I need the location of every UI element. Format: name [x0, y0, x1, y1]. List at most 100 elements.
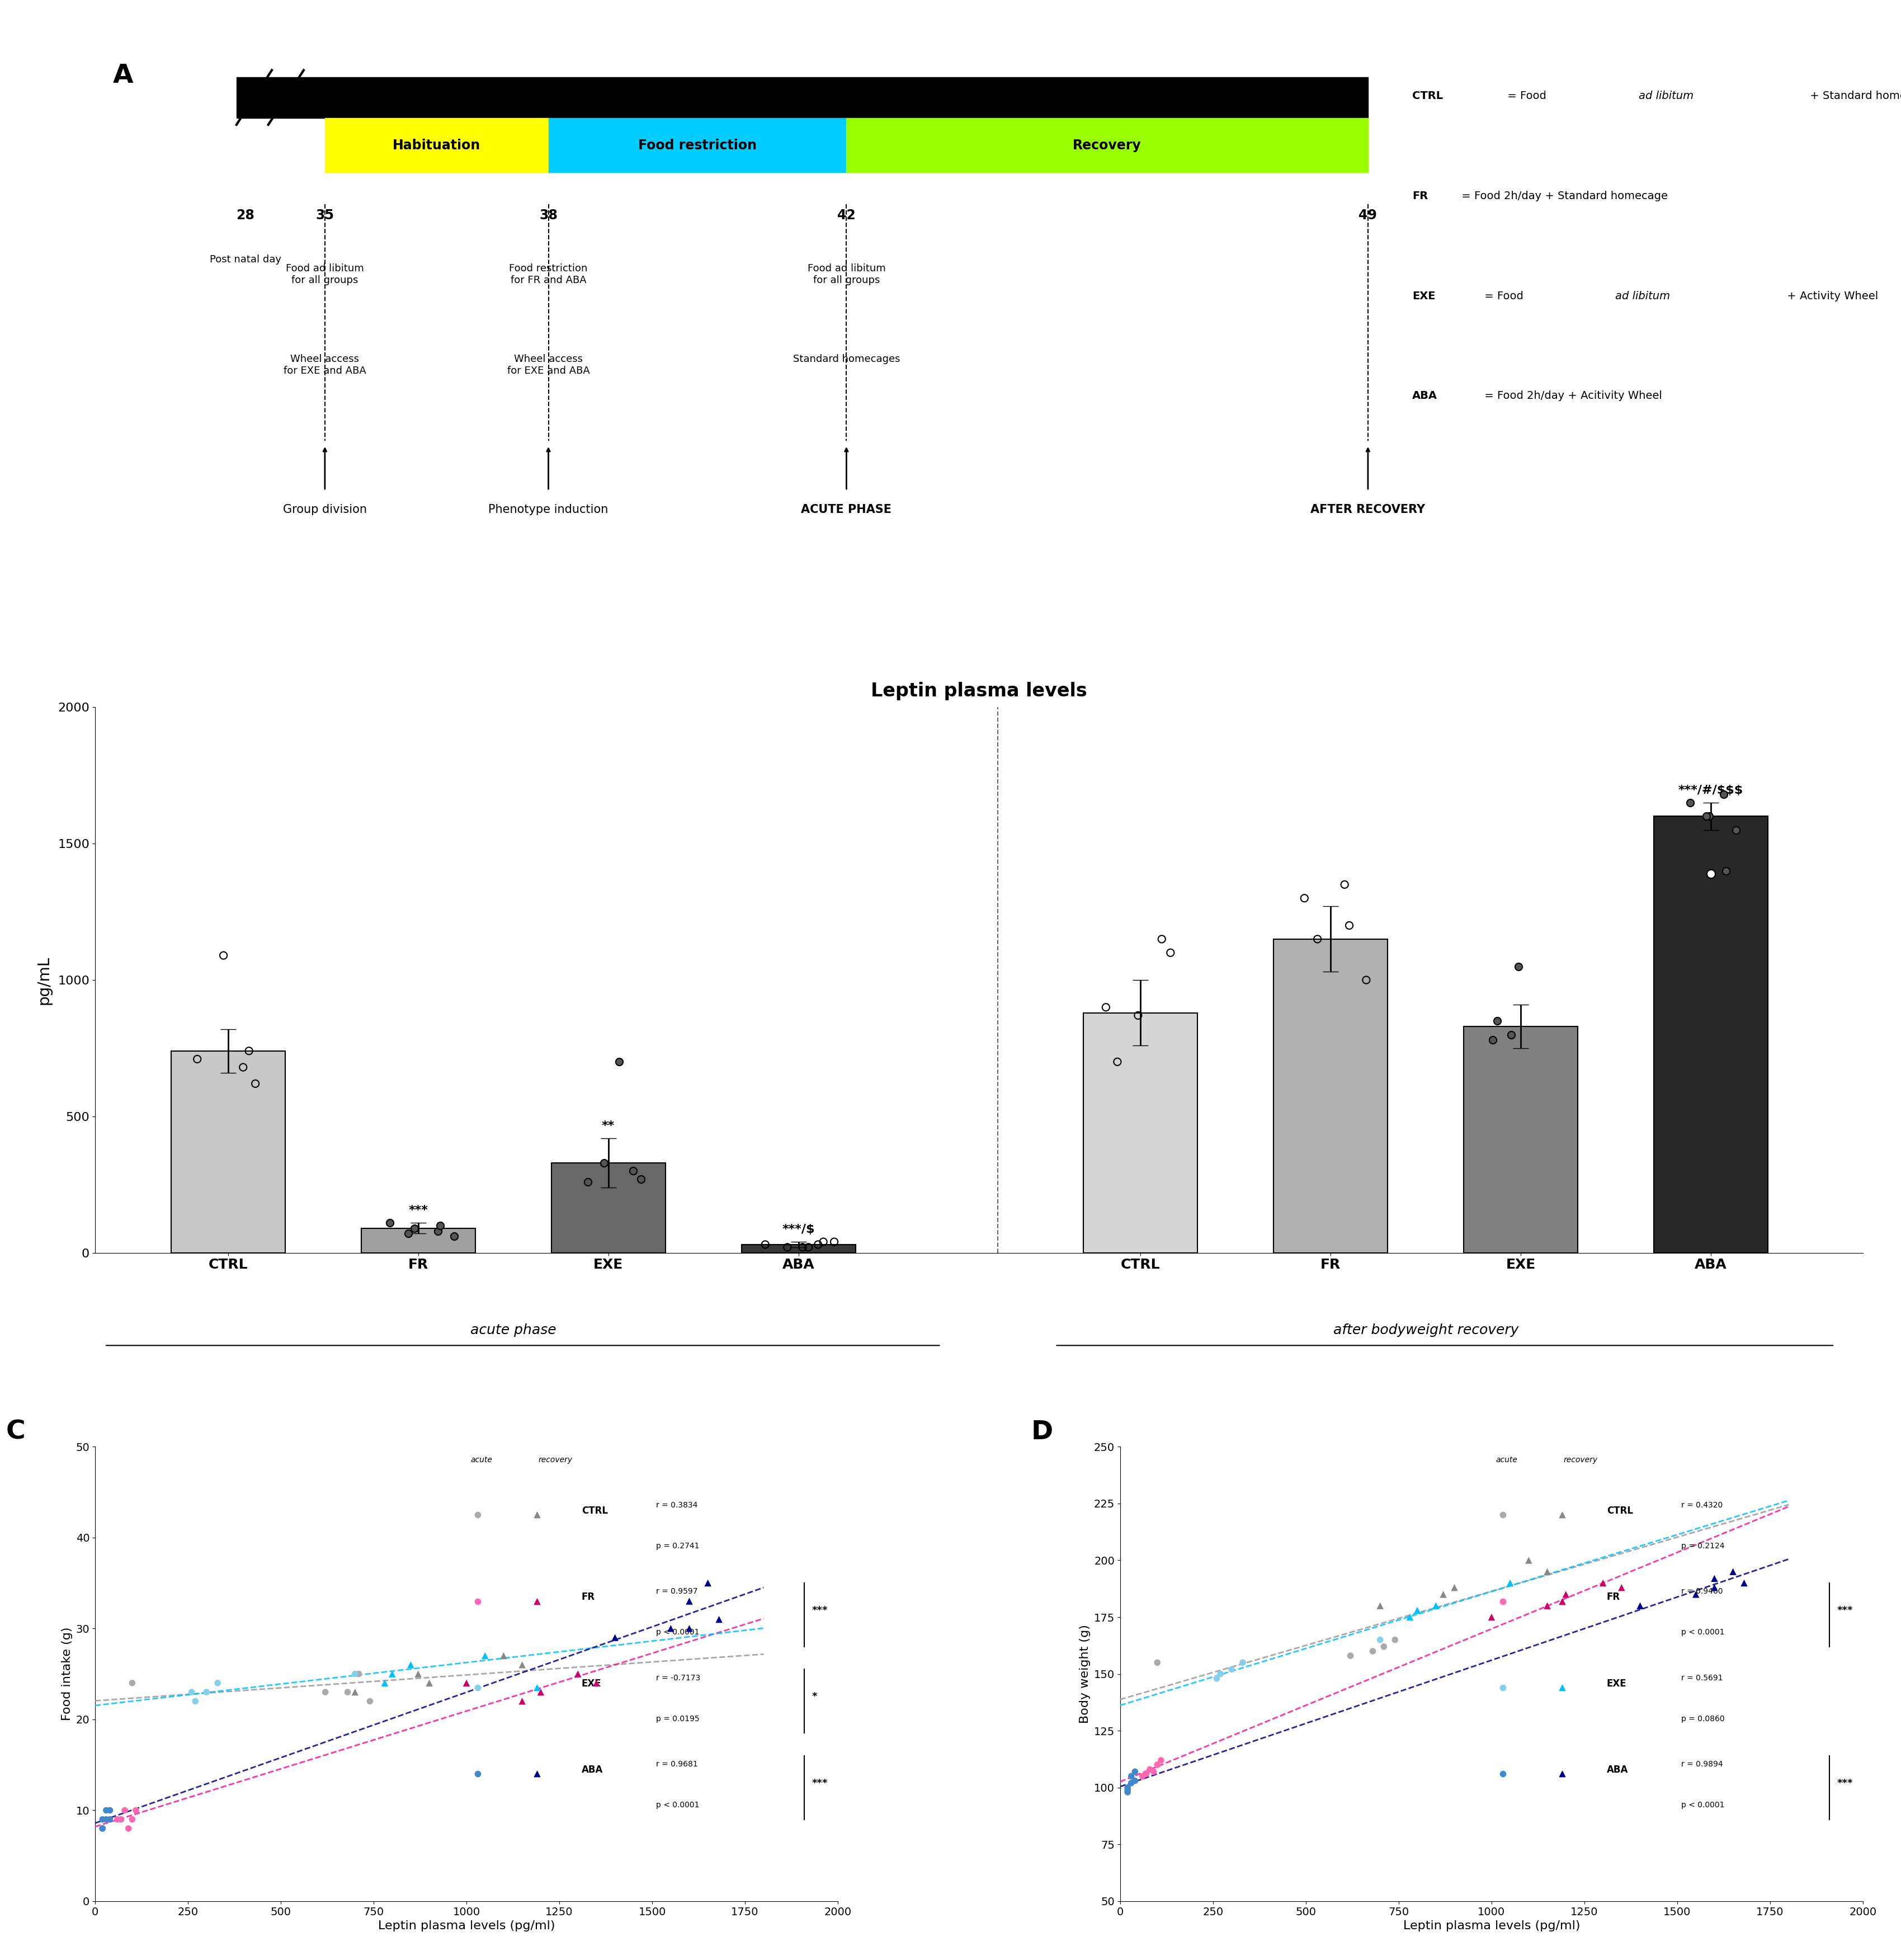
Bar — [547, 118, 846, 172]
Point — [87, 1813, 118, 1844]
Text: r = 0.9681: r = 0.9681 — [656, 1760, 698, 1768]
Point — [1228, 1646, 1258, 1678]
Point — [675, 1586, 705, 1617]
Point — [1143, 1646, 1173, 1678]
Point — [95, 1795, 125, 1827]
Point — [310, 1676, 340, 1707]
Point — [91, 1795, 122, 1827]
Y-axis label: pg/mL: pg/mL — [36, 956, 51, 1004]
Point — [399, 1213, 430, 1245]
Text: 49: 49 — [1359, 210, 1376, 221]
Point — [234, 1035, 264, 1066]
Point — [1289, 882, 1319, 913]
Point — [1120, 1756, 1150, 1788]
Point — [422, 1215, 452, 1247]
Point — [1694, 802, 1724, 833]
Point — [656, 1613, 686, 1644]
Point — [340, 1658, 371, 1690]
Text: EXE: EXE — [582, 1678, 601, 1690]
Text: recovery: recovery — [1565, 1456, 1599, 1464]
Text: D: D — [1030, 1419, 1053, 1445]
Point — [80, 1878, 110, 1909]
Point — [1116, 1760, 1146, 1791]
Point — [87, 1803, 118, 1835]
Text: CTRL: CTRL — [582, 1505, 608, 1515]
Point — [1699, 1562, 1730, 1593]
Point — [118, 1803, 148, 1835]
Y-axis label: Food intake (g): Food intake (g) — [61, 1627, 72, 1721]
Text: Habituation: Habituation — [394, 139, 481, 151]
Point — [395, 1648, 426, 1680]
Point — [1711, 855, 1741, 886]
Point — [1112, 1774, 1143, 1805]
Point — [601, 1621, 631, 1652]
Point — [439, 1221, 470, 1252]
Point — [1091, 992, 1122, 1023]
Point — [1112, 1776, 1143, 1807]
Point — [489, 1641, 519, 1672]
Point — [369, 1668, 399, 1699]
Point — [589, 1147, 620, 1178]
Point — [1131, 1758, 1162, 1789]
Point — [451, 1668, 481, 1699]
Text: 42: 42 — [836, 210, 855, 221]
Text: r = 0.5691: r = 0.5691 — [1680, 1674, 1722, 1682]
Bar — [1084, 1013, 1198, 1252]
Point — [1587, 1568, 1618, 1599]
Point — [355, 1686, 386, 1717]
Text: EXE: EXE — [1606, 1678, 1627, 1690]
Text: Food ad libitum
for all groups: Food ad libitum for all groups — [285, 263, 363, 284]
Point — [103, 1803, 133, 1835]
Point — [1146, 1744, 1177, 1776]
Point — [692, 1568, 722, 1599]
Point — [240, 1068, 270, 1100]
Text: C: C — [6, 1419, 25, 1445]
Point — [1728, 1568, 1758, 1599]
Text: = Food: = Food — [1481, 290, 1527, 302]
Text: ***: *** — [1836, 1605, 1853, 1615]
Point — [819, 1227, 850, 1258]
Bar — [1654, 817, 1768, 1252]
Point — [1357, 1635, 1388, 1666]
Text: acute: acute — [1496, 1456, 1517, 1464]
Point — [675, 1613, 705, 1644]
Point — [1532, 1556, 1563, 1588]
Text: 35: 35 — [316, 210, 335, 221]
Point — [202, 1668, 232, 1699]
Point — [1120, 1766, 1150, 1797]
Point — [87, 1813, 118, 1844]
Point — [80, 1884, 110, 1915]
Point — [1335, 1641, 1365, 1672]
Point — [340, 1676, 371, 1707]
Point — [605, 1047, 635, 1078]
Text: = Food 2h/day + Acitivity Wheel: = Food 2h/day + Acitivity Wheel — [1481, 390, 1661, 402]
Point — [1696, 858, 1726, 890]
Point — [1551, 1578, 1582, 1609]
Text: AFTER RECOVERY: AFTER RECOVERY — [1310, 504, 1426, 515]
Point — [1699, 1572, 1730, 1603]
Point — [787, 1231, 817, 1262]
Point — [1380, 1625, 1411, 1656]
Point — [1205, 1658, 1236, 1690]
Text: FR: FR — [1606, 1592, 1620, 1601]
Point — [1719, 1556, 1749, 1588]
Point — [1513, 1544, 1544, 1576]
Point — [1365, 1590, 1395, 1621]
Point — [808, 1227, 838, 1258]
Bar — [741, 1245, 855, 1252]
Point — [703, 1603, 734, 1635]
Point — [772, 1231, 802, 1262]
Point — [1302, 923, 1333, 955]
Point — [80, 1882, 110, 1913]
Text: r = -0.7173: r = -0.7173 — [656, 1674, 700, 1682]
Point — [572, 1166, 603, 1198]
Text: Food ad libitum
for all groups: Food ad libitum for all groups — [808, 263, 886, 284]
Bar — [551, 1162, 665, 1252]
Bar — [236, 76, 1369, 118]
Text: Food restriction
for FR and ABA: Food restriction for FR and ABA — [509, 263, 587, 284]
Text: 28: 28 — [236, 210, 255, 221]
Text: + Standard homecage: + Standard homecage — [1806, 90, 1901, 102]
Point — [1156, 937, 1186, 968]
Point — [110, 1795, 141, 1827]
Point — [1135, 1754, 1165, 1786]
